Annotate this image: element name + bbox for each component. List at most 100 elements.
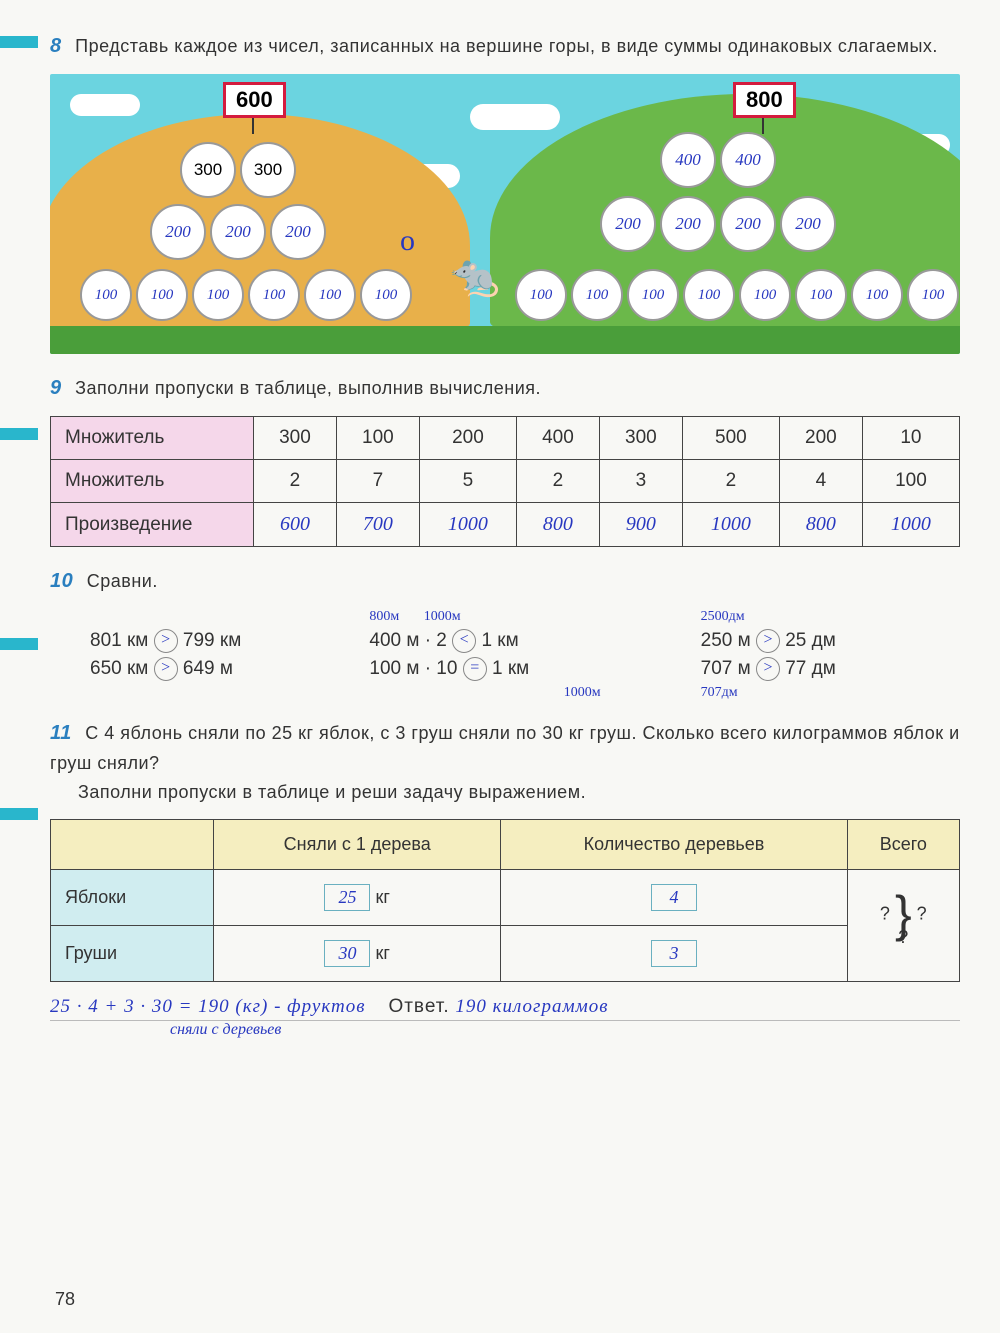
task9-body: Заполни пропуски в таблице, выполнив выч… <box>75 378 541 398</box>
cell: 200 <box>419 417 516 460</box>
workbook-page: 8 Представь каждое из чисел, записанных … <box>0 0 1000 1330</box>
cell: 10 <box>862 417 959 460</box>
header-empty <box>51 819 214 869</box>
task8-num: 8 <box>50 35 62 57</box>
answer-sub: сняли с деревьев <box>170 1021 960 1039</box>
cell-answer: 600 <box>254 503 337 547</box>
circle: 300 <box>180 142 236 198</box>
cell-answer: 1000 <box>419 503 516 547</box>
cell-answer: 1000 <box>862 503 959 547</box>
circle: 100 <box>360 269 412 321</box>
task11-num: 11 <box>50 722 72 744</box>
compare-note: 1000м <box>369 685 680 701</box>
task9-text: 9 Заполни пропуски в таблице, выполнив в… <box>50 372 960 404</box>
header-cell: Всего <box>847 819 959 869</box>
right-row3: 100 100 100 100 100 100 100 100 <box>515 269 959 321</box>
grass <box>50 326 960 354</box>
circle: 200 <box>210 204 266 260</box>
task11-text: 11 С 4 яблонь сняли по 25 кг яблок, с 3 … <box>50 717 960 807</box>
row-label: Произведение <box>51 503 254 547</box>
cell: 2 <box>254 460 337 503</box>
row-label: Груши <box>51 925 214 981</box>
compare-item: 650 км > 649 м <box>90 657 349 681</box>
compare-item <box>90 685 349 701</box>
cell: 7 <box>336 460 419 503</box>
compare-grid: 800м 1000м 2500дм 801 км > 799 км 400 м … <box>90 609 960 701</box>
circle: 100 <box>136 269 188 321</box>
left-row3: 100 100 100 100 100 100 <box>80 269 412 321</box>
table-header-row: Сняли с 1 дерева Количество деревьев Все… <box>51 819 960 869</box>
circle: 100 <box>192 269 244 321</box>
side-accent <box>0 428 38 440</box>
circle: 100 <box>795 269 847 321</box>
task9-num: 9 <box>50 377 62 399</box>
circle: 100 <box>739 269 791 321</box>
compare-item: 801 км > 799 км <box>90 629 349 653</box>
cell: 2 <box>516 460 599 503</box>
cell: 100 <box>862 460 959 503</box>
compare-item <box>90 609 349 625</box>
circle: 100 <box>571 269 623 321</box>
flag-right-value: 800 <box>733 82 796 118</box>
table-row: Груши 30 кг 3 <box>51 925 960 981</box>
cell: 3 <box>599 460 682 503</box>
circle: 100 <box>80 269 132 321</box>
task8-body: Представь каждое из чисел, записанных на… <box>75 36 938 56</box>
compare-item: 400 м · 2 < 1 км <box>369 629 680 653</box>
circle: 200 <box>780 196 836 252</box>
header-cell: Количество деревьев <box>501 819 847 869</box>
cell: 5 <box>419 460 516 503</box>
cell: 4 <box>779 460 862 503</box>
circle: 100 <box>248 269 300 321</box>
table-row: Множитель 2 7 5 2 3 2 4 100 <box>51 460 960 503</box>
compare-note: 707дм <box>701 685 960 701</box>
cell: 300 <box>254 417 337 460</box>
flag-left-value: 600 <box>223 82 286 118</box>
circle: 400 <box>660 132 716 188</box>
compare-note: 2500дм <box>701 609 960 625</box>
compare-item: 250 м > 25 дм <box>701 629 960 653</box>
side-accent <box>0 808 38 820</box>
side-accent <box>0 36 38 48</box>
cloud <box>70 94 140 116</box>
table-row: Яблоки 25 кг 4 ? } ? ? <box>51 869 960 925</box>
cell: 200 <box>779 417 862 460</box>
header-cell: Сняли с 1 дерева <box>214 819 501 869</box>
flag-left: 600 <box>220 84 286 118</box>
answer-line: 25 · 4 + 3 · 30 = 190 (кг) - фруктов Отв… <box>50 996 960 1021</box>
circle: 300 <box>240 142 296 198</box>
cloud <box>470 104 560 130</box>
circle: 100 <box>907 269 959 321</box>
task8-text: 8 Представь каждое из чисел, записанных … <box>50 30 960 62</box>
circle: 200 <box>720 196 776 252</box>
cell: 100 <box>336 417 419 460</box>
right-row2: 200 200 200 200 <box>600 196 836 252</box>
cell: 500 <box>682 417 779 460</box>
compare-item: 707 м > 77 дм <box>701 657 960 681</box>
circle: 200 <box>600 196 656 252</box>
task10-body: Сравни. <box>87 571 158 591</box>
task10-text: 10 Сравни. <box>50 565 960 597</box>
compare-item: 100 м · 10 = 1 км <box>369 657 680 681</box>
cell: 4 <box>501 869 847 925</box>
cell: 3 <box>501 925 847 981</box>
table-row: Произведение 600 700 1000 800 900 1000 8… <box>51 503 960 547</box>
cell-answer: 800 <box>516 503 599 547</box>
cell-answer: 800 <box>779 503 862 547</box>
circle: 200 <box>150 204 206 260</box>
circle: 400 <box>720 132 776 188</box>
cell: 25 кг <box>214 869 501 925</box>
flag-right: 800 <box>730 84 796 118</box>
right-row1: 400 400 <box>660 132 776 188</box>
circle: 100 <box>683 269 735 321</box>
mountain-scene: 600 800 300 300 200 200 200 100 100 100 … <box>50 74 960 354</box>
mole-icon: 🐀 <box>450 252 500 299</box>
circle: 200 <box>660 196 716 252</box>
compare-note: 800м 1000м <box>369 609 680 625</box>
circle: 100 <box>627 269 679 321</box>
circle: 100 <box>304 269 356 321</box>
cell-answer: 1000 <box>682 503 779 547</box>
page-number: 78 <box>55 1289 75 1310</box>
task11-body2: Заполни пропуски в таблице и реши задачу… <box>78 782 586 802</box>
cell: 400 <box>516 417 599 460</box>
